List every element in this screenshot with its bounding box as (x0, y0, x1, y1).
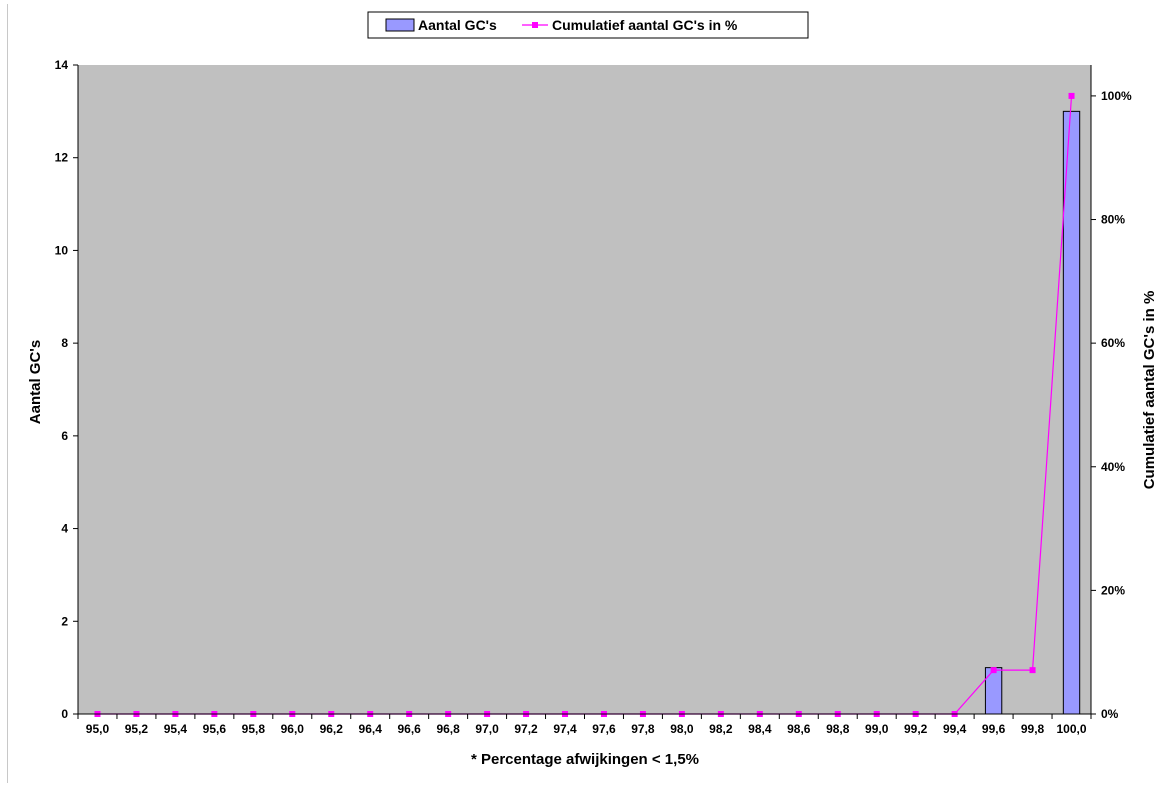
y2-tick-label: 20% (1101, 583, 1125, 597)
x-tick-label: 96,8 (436, 722, 460, 736)
y-tick-label: 6 (61, 429, 68, 443)
chart-frame (7, 4, 1168, 783)
legend: Aantal GC's Cumulatief aantal GC's in % (367, 11, 809, 39)
x-tick-label: 97,0 (475, 722, 499, 736)
x-tick-label: 99,6 (982, 722, 1006, 736)
plot-area (78, 65, 1091, 714)
x-tick-label: 95,6 (203, 722, 227, 736)
x-tick-label: 99,4 (943, 722, 967, 736)
y2-tick-label: 40% (1101, 460, 1125, 474)
x-tick-label: 98,8 (826, 722, 850, 736)
bar-100,0 (1062, 110, 1081, 715)
x-tick-label: 99,0 (865, 722, 889, 736)
x-tick-label: 98,6 (787, 722, 811, 736)
legend-bar-label: Aantal GC's (418, 17, 497, 33)
x-tick-label: 96,6 (397, 722, 421, 736)
legend-box (367, 11, 809, 39)
x-tick-label: 96,4 (359, 722, 383, 736)
x-tick-label: 98,2 (709, 722, 733, 736)
x-tick-label: 97,2 (514, 722, 538, 736)
x-tick-label: 96,2 (320, 722, 344, 736)
tick-labels: 0 2 4 6 8 10 12 14 0% 20% 40% 60% 80% 100% 95,0 95,2 95,… (55, 58, 1132, 736)
y2-tick-label: 100% (1101, 89, 1132, 103)
x-tick-label: 97,8 (631, 722, 655, 736)
x-tick-label: 98,4 (748, 722, 772, 736)
legend-line-label: Cumulatief aantal GC's in % (552, 17, 738, 33)
x-tick-label: 99,8 (1021, 722, 1045, 736)
y2-tick-label: 60% (1101, 336, 1125, 350)
x-tick-label: 97,6 (592, 722, 616, 736)
x-tick-label: 95,0 (86, 722, 110, 736)
line-point-99,6 (990, 667, 997, 674)
axes (73, 64, 1096, 719)
x-tick-label: 99,2 (904, 722, 928, 736)
y-tick-label: 8 (61, 336, 68, 350)
y-tick-label: 2 (61, 614, 68, 628)
bar-99,6 (984, 667, 1003, 715)
y-tick-label: 4 (61, 522, 68, 536)
y-tick-label: 0 (61, 707, 68, 721)
y-axis-title: Aantal GC's (27, 340, 44, 424)
x-tick-label: 96,0 (281, 722, 305, 736)
x-tick-label: 95,8 (242, 722, 266, 736)
x-tick-label: 95,4 (164, 722, 188, 736)
y2-tick-label: 0% (1101, 707, 1119, 721)
y-tick-label: 10 (55, 243, 69, 257)
line-point-99,8 (1029, 667, 1036, 674)
y2-tick-label: 80% (1101, 213, 1125, 227)
y2-axis-title: Cumulatief aantal GC's in % (1141, 291, 1158, 490)
x-tick-label: 100,0 (1057, 722, 1087, 736)
legend-bar-swatch (385, 18, 415, 32)
x-tick-label: 98,0 (670, 722, 694, 736)
x-tick-label: 95,2 (125, 722, 149, 736)
y-tick-label: 12 (55, 151, 69, 165)
legend-line-marker (532, 22, 538, 28)
x-tick-label: 97,4 (553, 722, 577, 736)
y-tick-label: 14 (55, 58, 69, 72)
x-axis-title: * Percentage afwijkingen < 1,5% (471, 751, 699, 768)
line-point-100,0 (1068, 92, 1075, 99)
